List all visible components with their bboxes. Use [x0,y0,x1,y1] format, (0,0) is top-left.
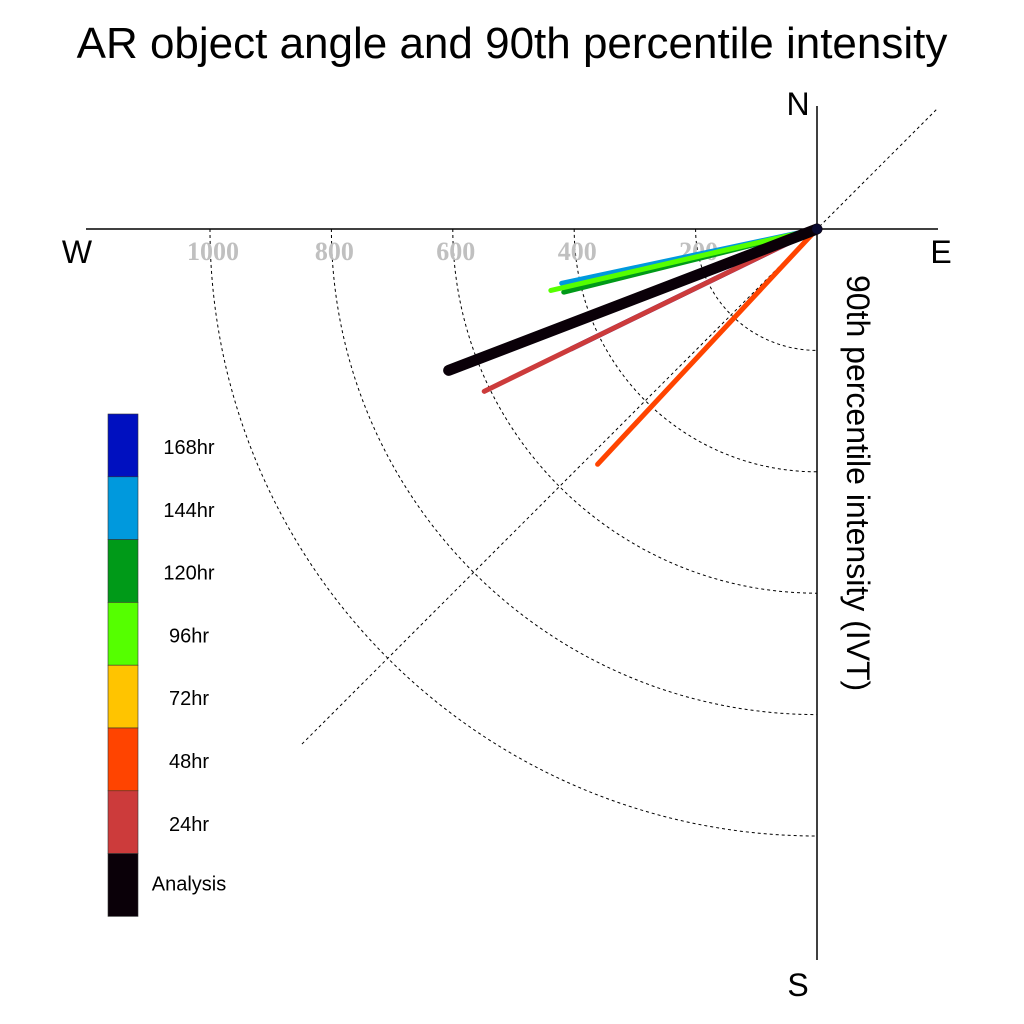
legend-label: Analysis [152,874,226,896]
radial-grid [209,108,938,837]
legend-swatch-24hr [107,790,139,854]
series-line-96hr [548,226,820,293]
radial-tick-label: 800 [315,237,354,266]
legend-swatch-144hr [107,476,139,540]
compass-south: S [787,967,808,1003]
legend-label: 72hr [169,688,209,710]
legend: 168hr 144hr 120hr 96hr 72hr 48hr 24hr Analysis [107,413,226,917]
legend-swatch-analysis [107,853,139,917]
legend-label: 168hr [163,437,214,459]
compass-west: W [62,234,93,270]
series-lines [443,223,823,467]
legend-label: 48hr [169,751,209,773]
legend-swatch-48hr [107,727,139,792]
series-line-analysis [443,223,823,376]
radial-tick-label: 600 [436,237,475,266]
legend-label: 24hr [169,814,209,836]
origin-marker [812,224,822,234]
series-line-48hr [595,226,820,467]
legend-label: 120hr [163,563,214,585]
legend-swatch-96hr [107,602,139,666]
legend-label: 96hr [169,625,209,647]
legend-swatch-72hr [107,664,139,729]
radial-tick-label: 1000 [187,237,239,266]
legend-swatch-168hr [107,413,139,478]
grid-arc-800 [330,228,818,716]
radial-tick-label: 400 [558,237,597,266]
y-axis-label: 90th percentile intensity (IVT) [840,275,876,691]
grid-arc-600 [452,228,818,594]
compass-east: E [930,234,951,270]
chart-title: AR object angle and 90th percentile inte… [77,19,948,68]
legend-label: 144hr [163,500,214,522]
compass-north: N [786,86,809,122]
legend-swatch-120hr [107,539,139,603]
